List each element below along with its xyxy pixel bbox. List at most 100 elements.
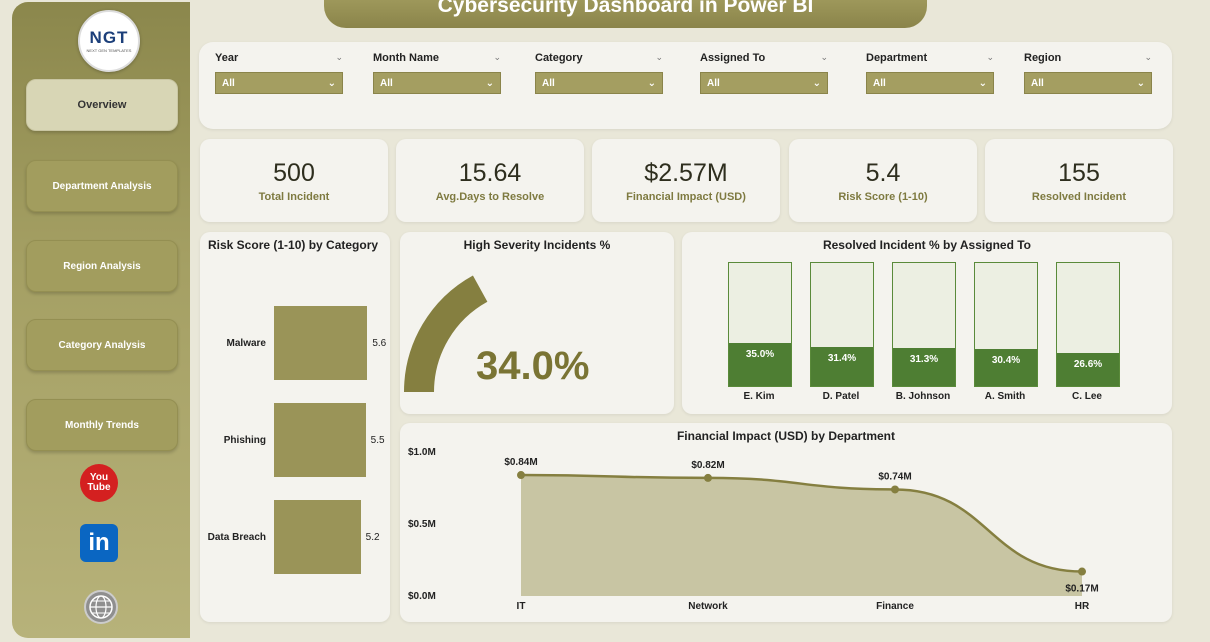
x-category-label: HR [1075,601,1090,612]
resolved-column[interactable]: 30.4% [975,348,1037,386]
filter-category: Category ⌄ All ⌄ [535,52,663,94]
youtube-icon[interactable]: You Tube [80,464,118,502]
globe-glyph [89,595,113,619]
kpi-risk-score: 5.4 Risk Score (1-10) [789,139,977,222]
filter-region: Region ⌄ All ⌄ [1024,52,1152,94]
risk-bar[interactable] [274,500,361,574]
dropdown-value: All [542,77,555,89]
area-chart-svg: $1.0M $0.5M $0.0M $0.84M IT $0.82M Network $0.7… [408,447,1099,612]
financial-impact-chart-card: Financial Impact (USD) by Department $1.… [400,423,1172,622]
region-dropdown[interactable]: All ⌄ [1024,72,1152,94]
nav-region-analysis-button[interactable]: Region Analysis [26,240,178,292]
kpi-label: Risk Score (1-10) [838,190,928,203]
filter-label: Department [866,52,928,64]
globe-icon[interactable] [84,590,118,624]
filter-label: Assigned To [700,52,766,64]
data-point[interactable] [891,485,899,494]
column-category-label: B. Johnson [895,391,951,402]
category-dropdown[interactable]: All ⌄ [535,72,663,94]
area-fill [521,475,1082,596]
chevron-down-icon: ⌄ [647,77,656,89]
chevron-down-icon[interactable]: ⌄ [1144,52,1152,62]
bar-category-label: Phishing [223,435,266,446]
department-dropdown[interactable]: All ⌄ [866,72,994,94]
bar-value-label: 5.5 [370,435,385,446]
gauge-value: 34.0% [476,344,590,388]
resolved-column[interactable]: 26.6% [1057,353,1119,386]
column-category-label: C. Lee [1071,391,1102,402]
resolved-column[interactable]: 35.0% [729,342,791,386]
data-label: $0.82M [691,460,724,471]
column-category-label: E. Kim [743,391,775,402]
nav-monthly-trends-button[interactable]: Monthly Trends [26,399,178,451]
dropdown-value: All [873,77,886,89]
chevron-down-icon[interactable]: ⌄ [335,52,343,62]
bar-category-label: Data Breach [207,532,266,543]
logo-text: NGT [89,28,129,47]
y-tick-label: $0.0M [408,591,436,602]
data-label: $0.84M [504,457,537,468]
month-dropdown[interactable]: All ⌄ [373,72,501,94]
year-dropdown[interactable]: All ⌄ [215,72,343,94]
risk-bar[interactable] [274,403,366,477]
linkedin-icon[interactable]: in [80,524,118,562]
column-category-label: A. Smith [984,391,1026,402]
chevron-down-icon: ⌄ [485,77,494,89]
risk-bar[interactable] [274,306,368,380]
dropdown-value: All [1031,77,1044,89]
chevron-down-icon: ⌄ [327,77,336,89]
chevron-down-icon[interactable]: ⌄ [493,52,501,62]
data-label: $0.74M [878,471,911,482]
filter-department: Department ⌄ All ⌄ [866,52,994,94]
data-point[interactable] [704,473,712,482]
kpi-value: 15.64 [458,158,522,187]
kpi-label: Financial Impact (USD) [626,190,746,203]
kpi-resolved-incident: 155 Resolved Incident [985,139,1173,222]
bar-category-label: Malware [226,338,266,349]
kpi-value: 500 [273,158,315,187]
data-point[interactable] [1078,567,1086,576]
kpi-value: 5.4 [865,158,901,187]
data-label: $0.17M [1065,584,1098,595]
filter-label: Region [1024,52,1062,64]
logo-subtitle: NEXT GEN TEMPLATES [86,48,132,53]
filter-assigned-to: Assigned To ⌄ All ⌄ [700,52,828,94]
kpi-label: Avg.Days to Resolve [435,190,545,203]
filter-label: Month Name [373,52,439,64]
dropdown-value: All [222,77,235,89]
kpi-value: 155 [1058,158,1100,187]
chevron-down-icon[interactable]: ⌄ [820,52,828,62]
chart-title: Financial Impact (USD) by Department [676,429,896,443]
resolved-incident-chart-card: Resolved Incident % by Assigned To 35.0%… [682,232,1172,414]
chart-title: Resolved Incident % by Assigned To [822,238,1032,252]
kpi-total-incident: 500 Total Incident [200,139,388,222]
kpi-avg-days-to-resolve: 15.64 Avg.Days to Resolve [396,139,584,222]
youtube-text-2: Tube [87,482,111,493]
logo: NGT NEXT GEN TEMPLATES [78,10,140,72]
resolved-column[interactable]: 31.3% [893,347,955,386]
nav-overview-button[interactable]: Overview [26,79,178,131]
data-point[interactable] [517,471,525,480]
resolved-column[interactable]: 31.4% [811,347,873,386]
chevron-down-icon[interactable]: ⌄ [655,52,663,62]
dropdown-value: All [707,77,720,89]
kpi-label: Resolved Incident [1031,190,1127,203]
kpi-label: Total Incident [258,190,330,203]
filter-month-name: Month Name ⌄ All ⌄ [373,52,501,94]
filter-year: Year ⌄ All ⌄ [215,52,343,94]
y-tick-label: $1.0M [408,447,436,458]
gauge-fill [404,275,488,393]
x-category-label: Network [688,601,728,612]
linkedin-text: in [88,529,110,556]
high-severity-gauge-card: High Severity Incidents % 34.0% [400,232,674,414]
bar-value-label: 5.6 [372,338,387,349]
y-tick-label: $0.5M [408,519,436,530]
nav-department-analysis-button[interactable]: Department Analysis [26,160,178,212]
nav-category-analysis-button[interactable]: Category Analysis [26,319,178,371]
x-category-label: Finance [876,601,914,612]
page-title: Cybersecurity Dashboard in Power BI [437,0,814,17]
assigned-to-dropdown[interactable]: All ⌄ [700,72,828,94]
chevron-down-icon[interactable]: ⌄ [986,52,994,62]
kpi-financial-impact: $2.57M Financial Impact (USD) [592,139,780,222]
filter-panel: Year ⌄ All ⌄ Month Name ⌄ All ⌄ Category ⌄… [199,42,1172,129]
